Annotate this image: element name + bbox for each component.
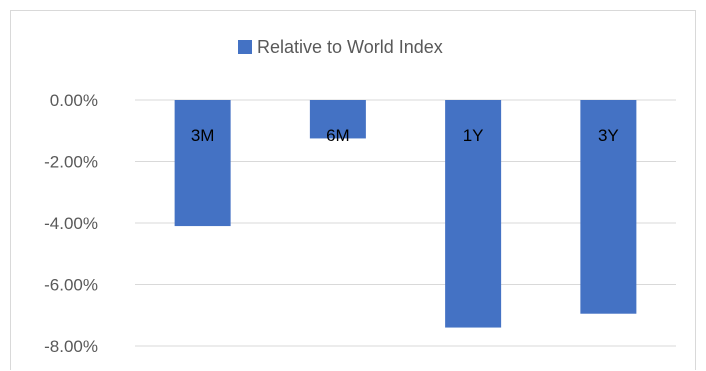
category-labels: 3M 6M 1Y 3Y <box>191 126 619 145</box>
category-label: 3M <box>191 126 215 145</box>
category-label: 3Y <box>598 126 619 145</box>
bar-3y <box>580 100 637 314</box>
y-tick-label: -2.00% <box>44 153 98 172</box>
legend: Relative to World Index <box>238 37 443 57</box>
y-tick-label: -8.00% <box>44 337 98 356</box>
y-tick-label: -4.00% <box>44 214 98 233</box>
category-label: 1Y <box>463 126 484 145</box>
bar-3m <box>174 100 231 227</box>
legend-label: Relative to World Index <box>257 37 443 57</box>
bar-1y <box>445 100 502 328</box>
y-tick-label: -6.00% <box>44 276 98 295</box>
y-tick-label: 0.00% <box>50 91 98 110</box>
legend-swatch <box>238 40 252 54</box>
y-axis-tick-labels: 0.00% -2.00% -4.00% -6.00% -8.00% <box>44 91 98 356</box>
category-label: 6M <box>326 126 350 145</box>
bar-6m <box>309 100 366 139</box>
bars <box>174 100 637 328</box>
